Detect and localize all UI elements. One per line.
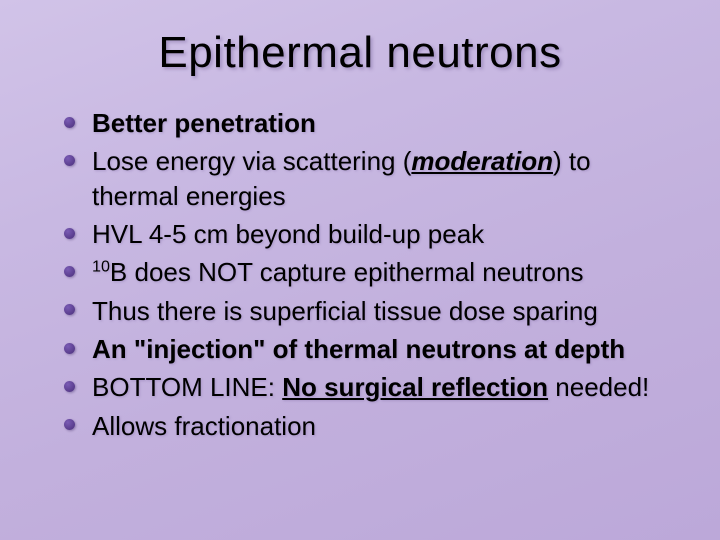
list-item: Allows fractionation: [58, 409, 680, 443]
text-segment: 10: [92, 258, 110, 276]
list-item: 10B does NOT capture epithermal neutrons: [58, 255, 680, 289]
text-segment: HVL 4-5 cm beyond build-up peak: [92, 219, 484, 249]
list-item: Better penetration: [58, 106, 680, 140]
list-item: BOTTOM LINE: No surgical reflection need…: [58, 370, 680, 404]
text-segment: moderation: [411, 146, 553, 176]
slide-title: Epithermal neutrons: [40, 28, 680, 78]
text-segment: Allows fractionation: [92, 411, 316, 441]
text-segment: Better penetration: [92, 108, 316, 138]
list-item: An "injection" of thermal neutrons at de…: [58, 332, 680, 366]
list-item: Lose energy via scattering (moderation) …: [58, 144, 680, 213]
text-segment: No surgical reflection: [282, 372, 548, 402]
text-segment: Lose energy via scattering (: [92, 146, 411, 176]
text-segment: B does NOT capture epithermal neutrons: [110, 257, 584, 287]
bullet-list: Better penetration Lose energy via scatte…: [40, 106, 680, 443]
text-segment: needed!: [548, 372, 649, 402]
text-segment: Thus there is superficial tissue dose sp…: [92, 296, 598, 326]
list-item: Thus there is superficial tissue dose sp…: [58, 294, 680, 328]
slide: Epithermal neutrons Better penetration Lo…: [0, 0, 720, 540]
text-segment: An "injection" of thermal neutrons at de…: [92, 334, 625, 364]
list-item: HVL 4-5 cm beyond build-up peak: [58, 217, 680, 251]
text-segment: BOTTOM LINE:: [92, 372, 282, 402]
